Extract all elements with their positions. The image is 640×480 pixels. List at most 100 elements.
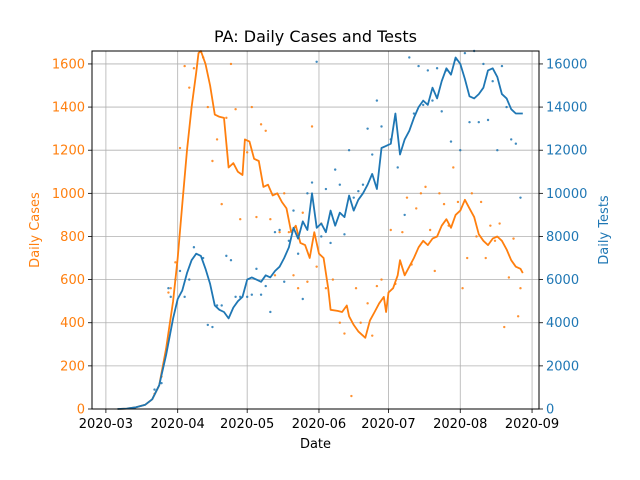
scatter-point [496,149,499,152]
scatter-point [174,261,177,264]
scatter-point [273,274,277,277]
scatter-point [255,267,258,271]
y-left-tick-label: 1600 [52,57,85,72]
scatter-point [375,284,379,288]
scatter-point [426,69,430,72]
x-axis: 2020-03 2020-04 2020-05 2020-06 2020-07 2020-… [79,409,559,432]
scatter-point [500,64,504,68]
scatter-point [493,239,497,242]
scatter-point [331,278,335,281]
scatter-point [283,192,286,195]
scatter-point [278,228,281,232]
scatter-point [178,146,182,150]
scatter-point [306,192,309,195]
x-tick-label: 2020-05 [220,417,274,432]
scatter-point [489,224,492,227]
y-right-tick-label: 6000 [546,273,579,288]
grid [92,51,539,410]
scatter-point [505,105,508,109]
scatter-point [361,183,365,186]
scatter-point [352,196,355,199]
y-right-tick-label: 14000 [546,101,587,116]
scatter-point [269,218,272,221]
scatter-point [350,394,353,398]
line-layer [117,50,524,410]
scatter-point [519,287,522,290]
scatter-point [519,196,522,199]
x-tick-label: 2020-09 [505,417,559,432]
scatter-point [479,200,483,204]
scatter-point [259,293,263,296]
scatter-point [211,325,214,329]
scatter-point [408,56,411,59]
scatter-point [301,297,304,301]
scatter-point [234,295,237,299]
scatter-point [225,254,228,258]
y-left-tick-label: 1000 [52,187,85,202]
scatter-point [239,218,242,221]
x-tick-label: 2020-08 [433,417,487,432]
scatter-point [491,79,494,83]
scatter-point [475,235,478,238]
scatter-point [220,202,223,206]
scatter-layer [153,49,522,398]
scatter-point [415,207,418,210]
scatter-point [188,86,191,89]
cases-line [117,50,524,410]
y-right-tick-label: 10000 [546,187,587,202]
scatter-point [343,233,346,236]
scatter-point [433,269,436,273]
scatter-point [510,138,513,141]
scatter-point [278,230,281,234]
scatter-point [396,166,399,169]
scatter-point [292,274,295,277]
scatter-point [421,103,425,107]
y-right-tick-label: 8000 [546,230,579,245]
scatter-point [463,51,467,55]
scatter-point [486,118,490,122]
scatter-point [301,211,304,214]
scatter-point [431,99,434,102]
scatter-point [428,228,432,232]
scatter-point [456,200,460,204]
scatter-point [229,62,233,66]
x-tick-label: 2020-06 [292,417,346,432]
scatter-point [452,166,455,169]
scatter-point [354,287,358,290]
scatter-point [440,110,443,113]
scatter-point [315,265,318,268]
scatter-point [329,241,332,245]
y-right-tick-label: 0 [546,403,554,418]
scatter-point [250,105,254,109]
scatter-point [255,215,258,219]
scatter-point [229,258,233,262]
scatter-point [259,123,263,126]
scatter-point [206,323,210,327]
scatter-point [466,256,469,260]
scatter-point [512,237,515,240]
scatter-point [435,67,439,70]
scatter-point [359,321,362,324]
scatter-point [371,334,374,337]
scatter-point [234,108,237,111]
y-right-tick-label: 12000 [546,144,587,159]
scatter-point [380,125,383,128]
scatter-point [310,125,314,128]
scatter-point [315,60,318,63]
scatter-point [220,304,223,307]
scatter-point [366,127,369,130]
scatter-point [296,252,300,255]
scatter-point [461,287,464,290]
scatter-point [183,295,186,299]
scatter-point [167,287,170,290]
scatter-point [338,183,342,186]
scatter-point [310,181,314,184]
y-left-tick-label: 800 [60,230,85,245]
scatter-point [424,185,427,189]
scatter-point [442,202,446,206]
x-tick-label: 2020-04 [151,417,205,432]
y-left-tick-label: 1200 [52,144,85,159]
scatter-point [438,192,441,195]
scatter-point [405,196,409,199]
